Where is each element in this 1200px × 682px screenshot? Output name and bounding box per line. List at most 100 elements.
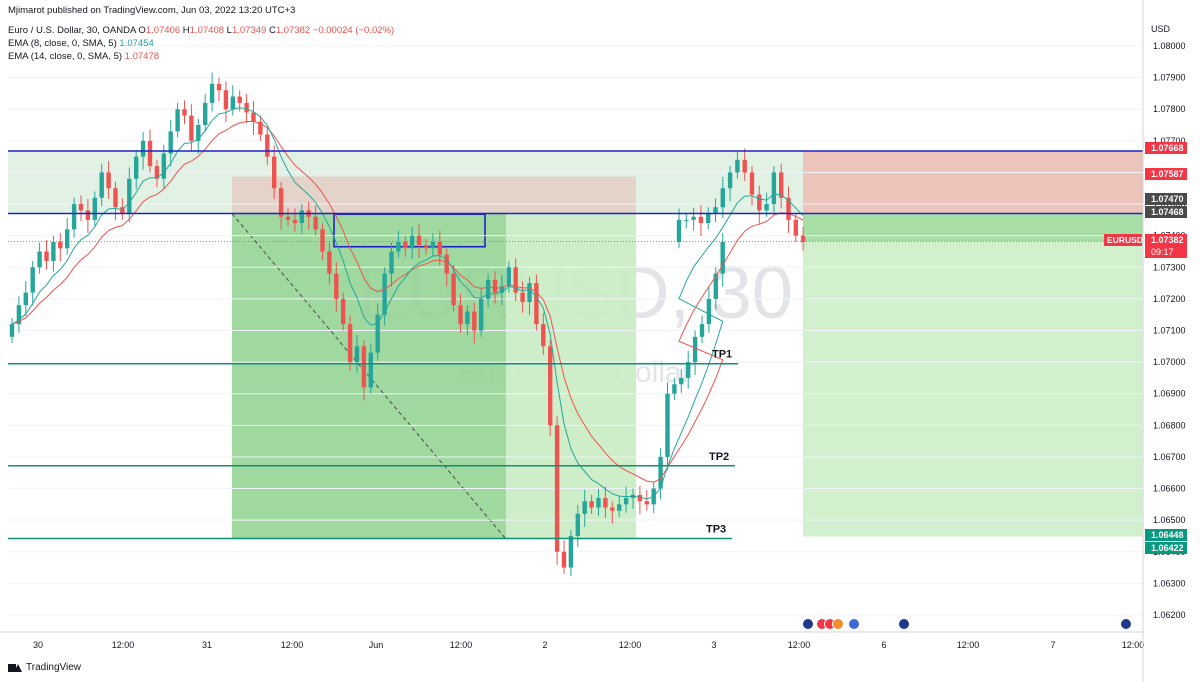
candle-body: [444, 254, 449, 274]
candle-body: [216, 83, 222, 91]
brand-label: TradingView: [26, 662, 82, 673]
candle-body: [272, 156, 277, 189]
candle-body: [596, 498, 601, 508]
candle-body: [223, 90, 229, 110]
candle-body: [16, 305, 22, 325]
level-label-tp1: TP1: [712, 349, 732, 361]
candle-body: [554, 425, 560, 552]
candle-body: [541, 324, 546, 347]
candle-body: [472, 311, 477, 331]
candle-body: [610, 507, 615, 511]
candle-body: [749, 172, 755, 195]
x-tick-label: 30: [33, 640, 43, 650]
price-label-bg: [1145, 529, 1187, 541]
open-value: 1.07406: [145, 25, 181, 36]
ema8-label: EMA (8, close, 0, SMA, 5): [8, 38, 117, 49]
candle-body: [140, 140, 146, 157]
tradingview-brand[interactable]: TradingView: [8, 662, 81, 673]
symbol-legend[interactable]: Euro / U.S. Dollar, 30, OANDA O1.07406 H…: [8, 25, 394, 37]
candle-body: [786, 197, 791, 220]
candle-body: [485, 279, 491, 299]
candle-body: [520, 292, 525, 303]
x-tick-label: Jun: [369, 640, 384, 650]
candle-body: [720, 188, 725, 208]
candle-body: [265, 134, 270, 157]
price-label: 1.06448: [1151, 530, 1184, 540]
candle-body: [292, 219, 298, 224]
candle-body: [706, 213, 711, 224]
x-tick-label: 31: [202, 640, 212, 650]
y-tick-label: 1.07900: [1153, 73, 1186, 83]
entry-zone-right: [803, 214, 1143, 242]
price-label-bg: [1145, 193, 1187, 205]
ema14-line: [11, 121, 804, 483]
candle-body: [92, 197, 97, 220]
y-tick-label: 1.08000: [1153, 41, 1186, 51]
economic-event-icon: [802, 618, 814, 630]
candle-body: [623, 498, 629, 505]
economic-event-icon: [832, 618, 844, 630]
economic-event-icon: [898, 618, 910, 630]
ema14-value: 1.07478: [124, 51, 160, 62]
candle-body: [676, 219, 682, 242]
y-tick-label: 1.07100: [1153, 326, 1186, 336]
candle-body: [147, 140, 153, 167]
candle-body: [527, 283, 532, 303]
candle-body: [575, 513, 580, 536]
y-tick-label: 1.06200: [1153, 610, 1186, 620]
y-tick-label: 1.06700: [1153, 452, 1186, 462]
price-label: 1.06422: [1151, 543, 1184, 553]
x-tick-label: 12:00: [1122, 640, 1145, 650]
target-zone-right: [803, 241, 1143, 537]
x-tick-label: 2: [542, 640, 547, 650]
tradingview-logo-icon: [8, 663, 22, 672]
change-value: −0.00024 (−0.02%): [312, 25, 395, 36]
candle-body: [568, 535, 574, 568]
low-label: L: [226, 25, 232, 36]
high-label: H: [182, 25, 190, 36]
candle-body: [692, 336, 698, 363]
candle-body: [793, 219, 798, 236]
candle-body: [582, 501, 587, 514]
candle-body: [548, 346, 553, 426]
candle-body: [686, 362, 691, 378]
close-label: C: [268, 25, 276, 36]
candle-body: [320, 229, 325, 252]
candle-body: [764, 204, 769, 211]
candle-body: [492, 279, 498, 293]
ema14-legend[interactable]: EMA (14, close, 0, SMA, 5) 1.07478: [8, 51, 159, 63]
candle-body: [479, 298, 484, 331]
candle-body: [720, 241, 725, 274]
y-tick-label: 1.07200: [1153, 294, 1186, 304]
x-tick-label: 12:00: [788, 640, 811, 650]
candle-body: [771, 172, 777, 205]
price-label-bg: [1145, 142, 1187, 154]
x-tick-label: 12:00: [957, 640, 980, 650]
candle-body: [644, 501, 649, 505]
candle-body: [603, 498, 608, 508]
candle-body: [154, 166, 160, 179]
y-tick-label: 1.07000: [1153, 357, 1186, 367]
ema8-legend[interactable]: EMA (8, close, 0, SMA, 5) 1.07454: [8, 38, 154, 50]
candle-body: [416, 235, 422, 246]
candle-body: [71, 204, 77, 230]
candle-body: [506, 267, 511, 287]
candle-body: [113, 188, 118, 208]
candle-body: [134, 156, 139, 179]
candle-body: [658, 456, 663, 489]
candle-body: [237, 96, 242, 103]
candle-body: [30, 267, 35, 293]
candle-body: [99, 172, 104, 198]
candle-body: [713, 273, 718, 299]
candle-body: [513, 267, 518, 293]
x-tick-label: 7: [1050, 640, 1055, 650]
candle-body: [396, 241, 401, 252]
y-tick-label: 1.06300: [1153, 578, 1186, 588]
candle-body: [679, 377, 684, 385]
candle-body: [757, 194, 762, 211]
economic-event-icon: [1120, 618, 1132, 630]
candle-body: [698, 216, 704, 224]
candle-body: [203, 102, 208, 126]
price-label-bg: [1145, 168, 1187, 180]
